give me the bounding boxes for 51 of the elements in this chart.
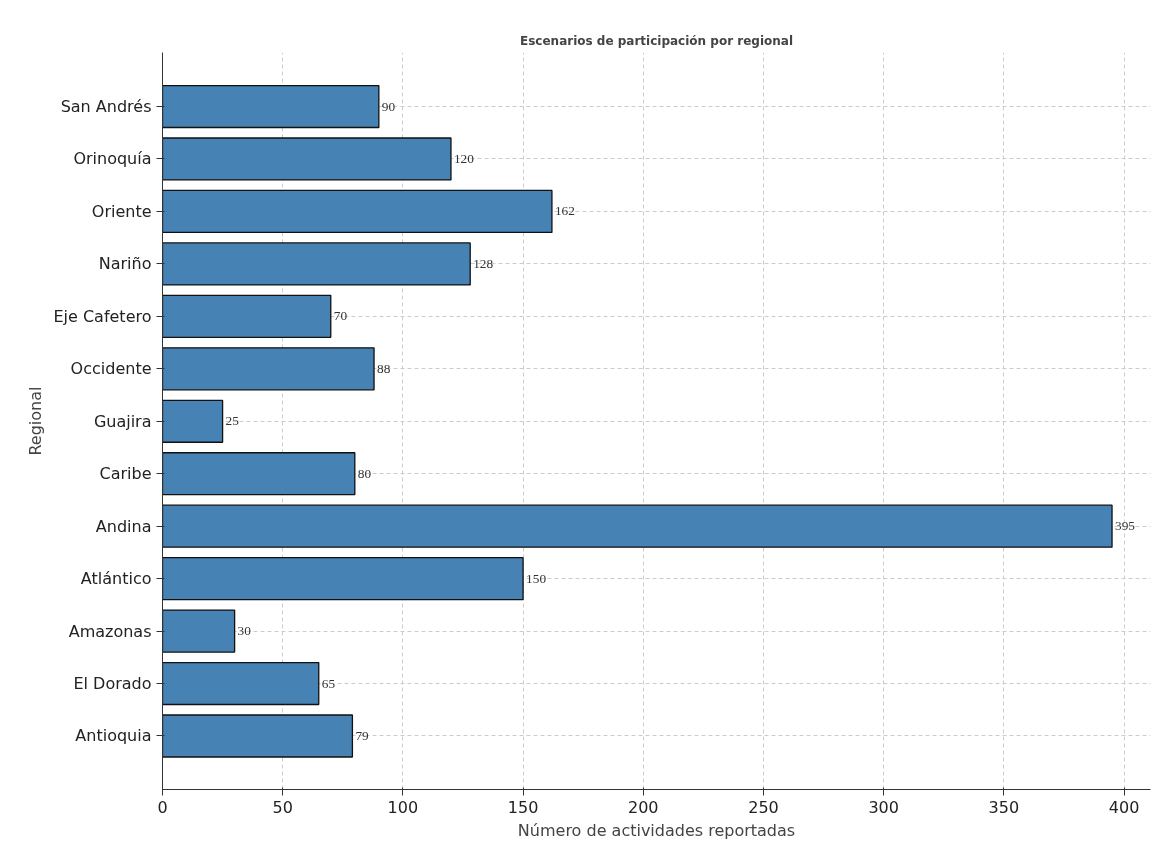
x-tick-label: 0 xyxy=(157,797,168,817)
data-label: 90 xyxy=(381,98,396,114)
data-label: 162 xyxy=(554,203,575,219)
x-tick-label: 50 xyxy=(272,797,293,817)
bar xyxy=(162,137,452,181)
data-label: 395 xyxy=(1115,518,1136,534)
x-tick-label: 400 xyxy=(1108,797,1140,817)
bar xyxy=(162,242,471,286)
y-tick-label: Caribe xyxy=(99,464,152,484)
bar xyxy=(162,84,380,129)
data-label: 65 xyxy=(321,675,336,691)
bar xyxy=(162,399,224,443)
y-tick-label: Oriente xyxy=(91,201,152,221)
bar xyxy=(162,504,1113,548)
y-tick-label: Occidente xyxy=(70,359,152,379)
bar xyxy=(162,189,553,234)
x-tick-label: 200 xyxy=(628,797,659,817)
bar xyxy=(162,347,375,391)
y-tick-label: San Andrés xyxy=(60,97,152,117)
data-label: 150 xyxy=(526,570,547,586)
y-tick-label: Guajira xyxy=(93,411,152,431)
x-tick-label: 300 xyxy=(868,797,899,817)
data-label: 88 xyxy=(377,360,391,376)
data-label: 120 xyxy=(453,150,475,166)
y-tick-label: Eje Cafetero xyxy=(53,306,152,326)
x-axis-title: Número de actividades reportadas xyxy=(517,820,796,840)
x-tick-label: 100 xyxy=(387,797,419,817)
y-tick-label: Orinoquía xyxy=(73,149,152,169)
data-label: 25 xyxy=(225,413,240,429)
x-tick-label: 150 xyxy=(507,797,539,817)
y-tick-label: Amazonas xyxy=(68,621,152,641)
data-label: 70 xyxy=(333,308,348,324)
bar xyxy=(162,714,354,758)
y-axis-title: Regional xyxy=(26,386,46,456)
data-label: 30 xyxy=(237,623,252,639)
y-tick-label: Atlántico xyxy=(80,569,152,589)
y-tick-label: Antioquia xyxy=(75,726,152,746)
bar xyxy=(162,557,524,601)
bar xyxy=(162,661,320,706)
data-label: 80 xyxy=(357,465,372,481)
y-tick-label: El Dorado xyxy=(73,674,152,694)
bar xyxy=(162,609,236,653)
bar xyxy=(162,294,332,338)
x-tick-label: 350 xyxy=(988,797,1020,817)
data-label: 128 xyxy=(473,255,494,271)
bar xyxy=(162,452,356,496)
data-label: 79 xyxy=(355,728,370,743)
chart-title: Escenarios de participación por regional xyxy=(520,33,793,48)
x-tick-label: 250 xyxy=(748,797,779,817)
y-tick-label: Nariño xyxy=(98,254,152,274)
y-tick-label: Andina xyxy=(95,516,152,536)
